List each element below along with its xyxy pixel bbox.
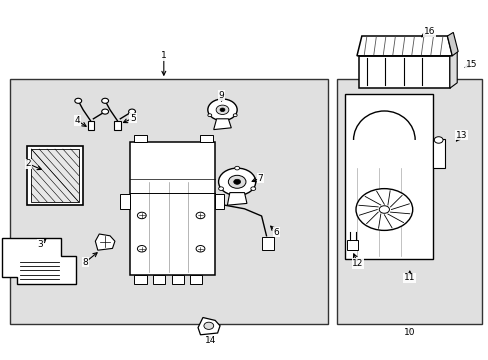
Bar bbox=[190, 275, 202, 284]
Circle shape bbox=[128, 109, 135, 114]
Bar bbox=[134, 275, 146, 284]
Bar bbox=[346, 240, 357, 250]
Bar bbox=[171, 275, 183, 284]
Bar bbox=[432, 139, 444, 168]
Circle shape bbox=[102, 98, 108, 103]
Circle shape bbox=[102, 109, 108, 114]
Bar bbox=[114, 121, 121, 130]
Circle shape bbox=[137, 212, 146, 219]
Polygon shape bbox=[95, 234, 115, 250]
Circle shape bbox=[228, 175, 245, 188]
Bar bbox=[337, 79, 481, 324]
Circle shape bbox=[196, 212, 204, 219]
Circle shape bbox=[207, 114, 211, 117]
Polygon shape bbox=[359, 50, 456, 56]
Bar bbox=[10, 79, 327, 324]
Circle shape bbox=[433, 137, 442, 143]
Text: 12: 12 bbox=[351, 259, 363, 268]
Circle shape bbox=[233, 114, 237, 117]
Text: 9: 9 bbox=[218, 91, 224, 100]
Circle shape bbox=[218, 168, 255, 195]
Bar bbox=[261, 237, 273, 250]
Circle shape bbox=[220, 98, 224, 100]
Circle shape bbox=[233, 179, 240, 184]
Circle shape bbox=[234, 166, 239, 170]
Text: 8: 8 bbox=[82, 258, 88, 266]
Polygon shape bbox=[2, 238, 76, 284]
Circle shape bbox=[207, 99, 237, 121]
Text: 2: 2 bbox=[25, 159, 31, 168]
Circle shape bbox=[250, 187, 255, 190]
Text: 14: 14 bbox=[204, 336, 216, 346]
Bar bbox=[27, 146, 83, 205]
Polygon shape bbox=[227, 193, 246, 205]
Text: 3: 3 bbox=[37, 240, 43, 248]
Polygon shape bbox=[449, 50, 456, 88]
Circle shape bbox=[218, 187, 223, 190]
Text: 10: 10 bbox=[403, 328, 415, 337]
Circle shape bbox=[203, 322, 213, 329]
Text: 6: 6 bbox=[273, 228, 279, 237]
Text: 1: 1 bbox=[161, 51, 166, 60]
Text: 15: 15 bbox=[465, 60, 476, 69]
Bar bbox=[200, 135, 212, 142]
Text: 16: 16 bbox=[423, 27, 434, 36]
Circle shape bbox=[75, 98, 81, 103]
Bar bbox=[31, 149, 79, 202]
Circle shape bbox=[355, 189, 412, 230]
Text: 11: 11 bbox=[403, 274, 415, 282]
Bar bbox=[129, 142, 215, 275]
Text: 13: 13 bbox=[455, 130, 467, 139]
Text: 5: 5 bbox=[130, 113, 136, 122]
Bar bbox=[134, 135, 146, 142]
Bar bbox=[153, 275, 165, 284]
Text: 7: 7 bbox=[257, 174, 263, 183]
Circle shape bbox=[379, 206, 388, 213]
Polygon shape bbox=[356, 36, 451, 56]
Text: 4: 4 bbox=[74, 116, 80, 125]
Circle shape bbox=[216, 105, 228, 114]
Circle shape bbox=[196, 246, 204, 252]
Circle shape bbox=[137, 246, 146, 252]
Polygon shape bbox=[213, 119, 231, 130]
Polygon shape bbox=[447, 32, 457, 56]
Bar bbox=[87, 121, 94, 130]
Polygon shape bbox=[198, 318, 220, 335]
Bar bbox=[215, 194, 224, 209]
Bar bbox=[344, 94, 432, 259]
Bar bbox=[120, 194, 129, 209]
Bar bbox=[359, 56, 449, 88]
Circle shape bbox=[220, 108, 224, 112]
